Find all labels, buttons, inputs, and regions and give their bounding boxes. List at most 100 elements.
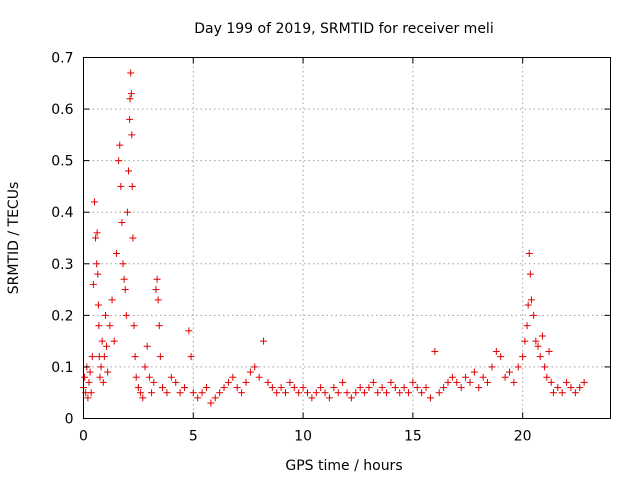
data-point [361,389,369,397]
data-point [558,389,566,397]
data-point [94,270,102,278]
data-point [238,389,246,397]
plot-frame [83,57,611,419]
data-point [264,378,272,386]
data-point [299,384,307,392]
data-point [81,373,89,381]
data-point [369,378,377,386]
y-tick-label: 0.1 [51,360,73,376]
data-point [150,378,158,386]
data-point [112,249,120,257]
data-point [413,384,421,392]
data-point [94,301,102,309]
data-point [101,311,109,319]
y-tick-label: 0.6 [51,102,73,118]
data-point [277,384,285,392]
data-point [536,353,544,361]
data-point [132,373,140,381]
data-point [295,389,303,397]
y-tick-label: 0.5 [51,154,73,170]
data-point [93,260,101,268]
data-point [251,363,259,371]
data-point [255,373,263,381]
data-point [530,311,538,319]
data-point [148,389,156,397]
data-point [155,322,163,330]
data-point [145,373,153,381]
data-point [475,384,483,392]
data-point [246,368,254,376]
data-point [409,378,417,386]
data-point [526,270,534,278]
data-point [128,131,136,139]
axis-ticks: 0 5 10 15 20 0 0.1 0.2 0.3 0.4 0.5 0.6 0.7 [51,51,611,445]
data-point [139,394,147,402]
data-point [444,378,452,386]
data-point [122,311,130,319]
data-point [84,394,92,402]
data-point [103,342,111,350]
data-point [152,286,160,294]
data-point [343,389,351,397]
data-point [501,373,509,381]
x-tick-label: 0 [79,429,88,445]
data-point [194,394,202,402]
data-point [172,378,180,386]
data-point [479,373,487,381]
data-point [325,394,333,402]
data-point [282,389,290,397]
data-point [391,384,399,392]
y-tick-label: 0.4 [51,205,73,221]
data-point [207,399,215,407]
data-point [233,384,241,392]
data-point [352,389,360,397]
data-point [488,363,496,371]
data-point [93,229,101,237]
data-point [571,389,579,397]
data-point [422,384,430,392]
data-point [312,389,320,397]
data-point [202,384,210,392]
data-point [110,337,118,345]
data-point [96,373,104,381]
data-point [524,301,532,309]
data-point [97,363,105,371]
data-point [484,378,492,386]
data-point [400,384,408,392]
data-point [435,389,443,397]
data-point [95,322,103,330]
data-point [549,389,557,397]
data-point [404,389,412,397]
data-points [80,69,588,407]
data-point [563,378,571,386]
x-tick-label: 10 [294,429,312,445]
data-point [534,342,542,350]
data-point [396,389,404,397]
data-point [118,219,126,227]
data-point [418,389,426,397]
data-point [167,373,175,381]
x-tick-label: 15 [404,429,422,445]
data-point [330,384,338,392]
data-point [567,384,575,392]
data-point [532,337,540,345]
data-point [89,280,97,288]
data-point [100,353,108,361]
data-point [347,394,355,402]
data-point [181,384,189,392]
y-tick-label: 0.3 [51,257,73,273]
x-tick-label: 5 [189,429,198,445]
data-point [547,378,555,386]
data-point [129,234,137,242]
data-point [126,95,134,103]
data-point [541,363,549,371]
data-point [334,389,342,397]
data-point [492,347,500,355]
data-point [523,322,531,330]
data-point [224,378,232,386]
data-point [90,198,98,206]
data-point [387,378,395,386]
data-point [466,378,474,386]
data-point [189,389,197,397]
